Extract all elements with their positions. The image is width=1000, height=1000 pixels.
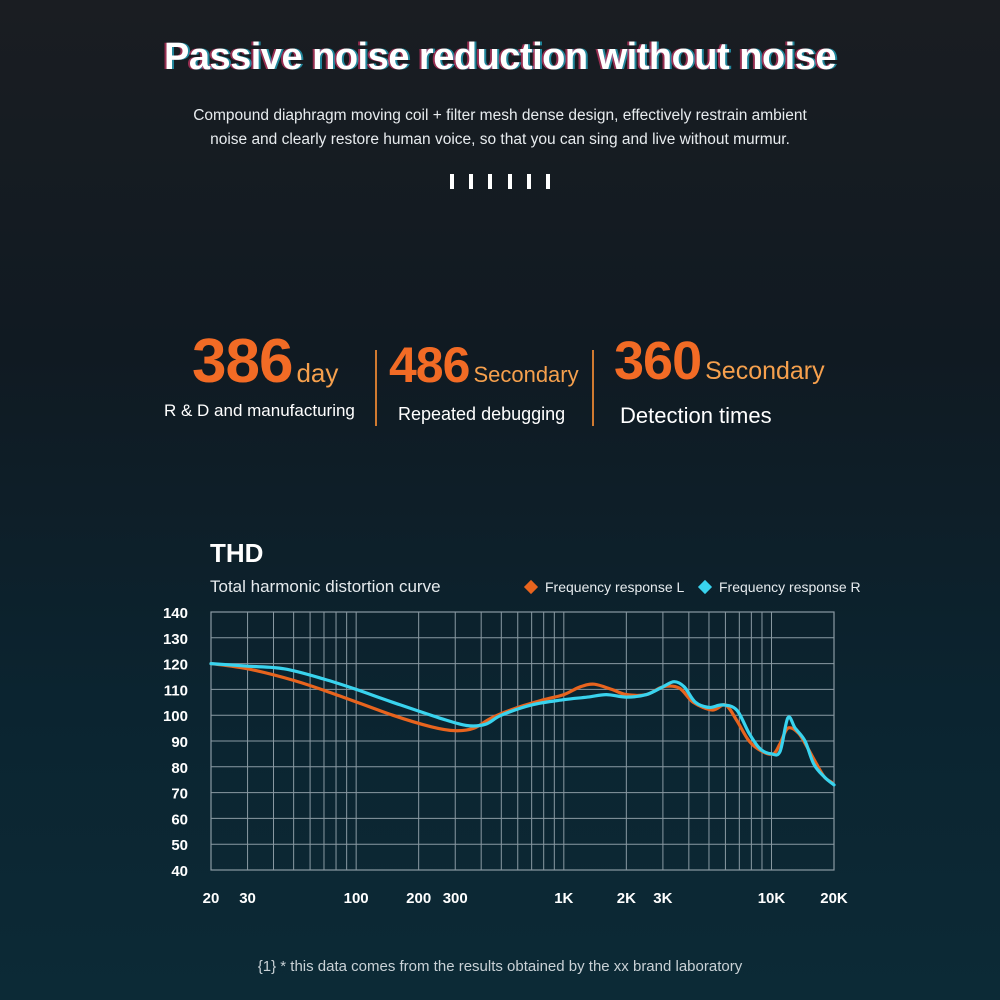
y-tick-label: 110 <box>164 682 188 699</box>
y-tick-label: 100 <box>163 708 188 725</box>
page-subtitle: Compound diaphragm moving coil + filter … <box>150 104 850 152</box>
stat-unit: Secondary <box>705 357 825 385</box>
stat-unit: Secondary <box>473 362 579 387</box>
y-tick-label: 90 <box>171 734 188 751</box>
legend-item-right: Frequency response R <box>697 579 861 595</box>
stat-value: 486 <box>389 337 470 393</box>
page-title: Passive noise reduction without noise <box>164 36 836 78</box>
x-tick-label: 1K <box>554 890 573 907</box>
x-tick-label: 20 <box>203 890 220 907</box>
y-tick-label: 140 <box>163 605 188 622</box>
x-tick-label: 3K <box>653 890 672 907</box>
stat-caption: R & D and manufacturing <box>164 401 355 420</box>
y-tick-label: 60 <box>171 811 188 828</box>
x-tick-label: 10K <box>758 890 786 907</box>
chart-title: THD <box>210 538 264 568</box>
series-line-l <box>209 662 834 784</box>
stat-unit: day <box>296 358 339 388</box>
decorative-bar-divider <box>450 174 550 190</box>
stat-caption: Detection times <box>620 403 772 428</box>
legend-label-l: Frequency response L <box>545 579 685 595</box>
subtitle-line-1: Compound diaphragm moving coil + filter … <box>193 107 807 124</box>
stat-value: 386 <box>192 327 293 396</box>
y-tick-label: 120 <box>163 657 188 674</box>
stat-detection-count: 360 Secondary <box>614 330 825 392</box>
x-tick-label: 100 <box>344 890 369 907</box>
y-tick-label: 40 <box>171 863 188 880</box>
stat-value: 360 <box>614 331 702 391</box>
y-tick-label: 50 <box>171 837 188 854</box>
x-tick-label: 30 <box>239 890 256 907</box>
stat-debugging-count: 486 Secondary <box>389 336 579 394</box>
x-tick-label: 20K <box>820 890 848 907</box>
y-tick-label: 130 <box>163 631 188 648</box>
series-line-r <box>209 662 836 787</box>
subtitle-line-2: noise and clearly restore human voice, s… <box>210 131 790 148</box>
footnote: {1} * this data comes from the results o… <box>257 958 743 975</box>
y-tick-label: 80 <box>171 760 188 777</box>
legend-item-left: Frequency response L <box>523 579 685 595</box>
x-tick-label: 200 <box>406 890 431 907</box>
chart-subtitle: Total harmonic distortion curve <box>210 577 441 596</box>
y-tick-label: 70 <box>171 786 188 803</box>
stat-rnd-days: 386 day <box>192 326 338 397</box>
stat-divider <box>592 350 594 426</box>
legend-label-r: Frequency response R <box>719 579 861 595</box>
stat-divider <box>375 350 377 426</box>
x-tick-label: 2K <box>617 890 636 907</box>
stat-caption: Repeated debugging <box>398 404 566 424</box>
x-tick-label: 300 <box>443 890 468 907</box>
